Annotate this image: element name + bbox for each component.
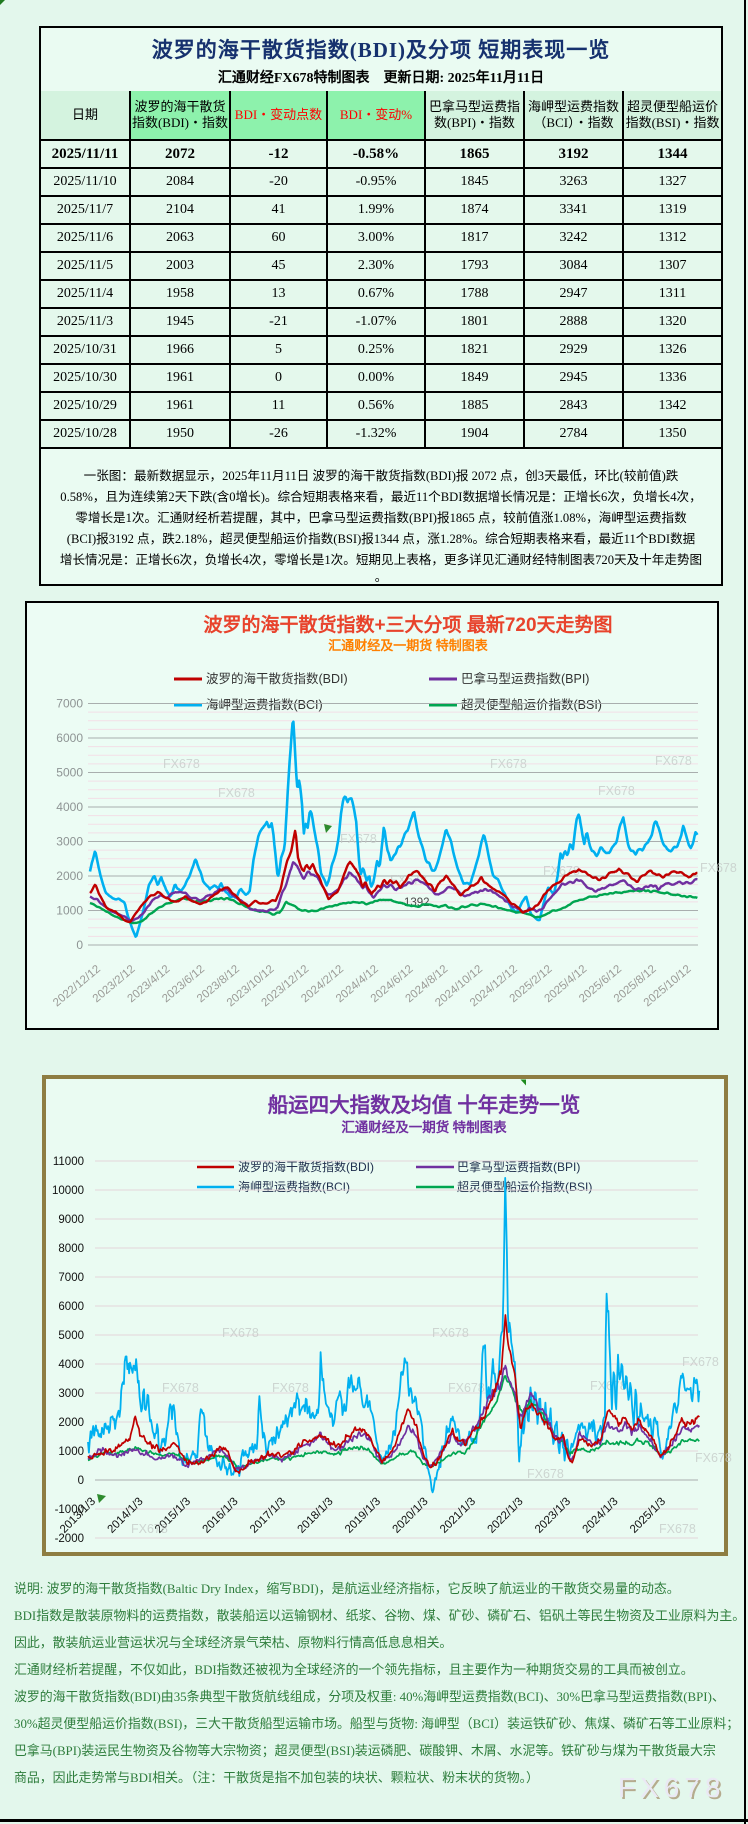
svg-text:FX678: FX678 <box>448 1381 485 1395</box>
svg-text:FX678: FX678 <box>432 1326 469 1340</box>
svg-text:-2000: -2000 <box>55 1533 84 1545</box>
svg-text:FX678: FX678 <box>390 873 427 887</box>
svg-text:FX678: FX678 <box>272 1381 309 1395</box>
svg-text:2022/1/3: 2022/1/3 <box>485 1496 525 1536</box>
svg-text:FX678: FX678 <box>490 757 527 771</box>
svg-text:8000: 8000 <box>58 1243 84 1255</box>
svg-text:FX678: FX678 <box>682 1355 719 1369</box>
svg-text:7000: 7000 <box>56 697 83 711</box>
svg-text:2000: 2000 <box>56 869 83 883</box>
svg-text:6000: 6000 <box>58 1301 84 1313</box>
svg-text:2020/1/3: 2020/1/3 <box>390 1496 430 1536</box>
svg-text:FX678: FX678 <box>527 1467 564 1481</box>
svg-text:FX678: FX678 <box>543 864 580 878</box>
svg-text:2024/1/3: 2024/1/3 <box>580 1496 620 1536</box>
svg-text:0: 0 <box>76 938 83 952</box>
svg-text:2023/1/3: 2023/1/3 <box>533 1496 573 1536</box>
svg-text:3000: 3000 <box>56 835 83 849</box>
svg-text:11000: 11000 <box>53 1156 84 1168</box>
svg-text:巴拿马型运费指数(BPI): 巴拿马型运费指数(BPI) <box>457 1159 580 1174</box>
svg-text:FX678: FX678 <box>695 1451 732 1465</box>
svg-text:波罗的海干散货指数(BDI): 波罗的海干散货指数(BDI) <box>206 671 348 686</box>
svg-text:4000: 4000 <box>56 800 83 814</box>
svg-text:汇通财经及一期货 特制图表: 汇通财经及一期货 特制图表 <box>341 1119 507 1135</box>
svg-text:2016/1/3: 2016/1/3 <box>200 1496 240 1536</box>
svg-text:3000: 3000 <box>58 1388 84 1400</box>
svg-text:超灵便型船运价指数(BSI): 超灵便型船运价指数(BSI) <box>461 697 602 712</box>
svg-text:5000: 5000 <box>56 766 83 780</box>
svg-text:6000: 6000 <box>56 731 83 745</box>
svg-text:FX678: FX678 <box>659 1522 696 1536</box>
svg-text:FX678: FX678 <box>162 1381 199 1395</box>
svg-text:超灵便型船运价指数(BSI): 超灵便型船运价指数(BSI) <box>457 1179 592 1194</box>
svg-text:FX678: FX678 <box>700 861 737 875</box>
svg-text:船运四大指数及均值 十年走势一览: 船运四大指数及均值 十年走势一览 <box>268 1093 581 1117</box>
svg-text:波罗的海干散货指数(BDI): 波罗的海干散货指数(BDI) <box>238 1159 374 1174</box>
svg-text:1000: 1000 <box>56 904 83 918</box>
svg-text:FX678: FX678 <box>655 754 692 768</box>
svg-text:2000: 2000 <box>58 1417 84 1429</box>
svg-text:2017/1/3: 2017/1/3 <box>248 1496 288 1536</box>
svg-text:2018/1/3: 2018/1/3 <box>295 1496 335 1536</box>
svg-text:FX678: FX678 <box>590 1379 627 1393</box>
svg-text:海岬型运费指数(BCI): 海岬型运费指数(BCI) <box>206 697 323 712</box>
svg-text:FX678: FX678 <box>163 757 200 771</box>
svg-text:2019/1/3: 2019/1/3 <box>343 1496 383 1536</box>
svg-text:4000: 4000 <box>58 1359 84 1371</box>
svg-text:9000: 9000 <box>58 1214 84 1226</box>
svg-text:汇通财经及一期货 特制图表: 汇通财经及一期货 特制图表 <box>328 638 489 653</box>
svg-text:FX678: FX678 <box>131 1522 168 1536</box>
svg-text:5000: 5000 <box>58 1330 84 1342</box>
svg-text:0: 0 <box>78 1475 84 1487</box>
svg-text:FX678: FX678 <box>222 1326 259 1340</box>
svg-text:1000: 1000 <box>58 1446 84 1458</box>
svg-text:海岬型运费指数(BCI): 海岬型运费指数(BCI) <box>238 1179 350 1194</box>
svg-text:巴拿马型运费指数(BPI): 巴拿马型运费指数(BPI) <box>461 671 589 686</box>
svg-text:FX678: FX678 <box>218 786 255 800</box>
svg-text:-1000: -1000 <box>55 1504 84 1516</box>
svg-text:FX678: FX678 <box>598 784 635 798</box>
svg-text:7000: 7000 <box>58 1272 84 1284</box>
svg-text:10000: 10000 <box>52 1185 84 1197</box>
svg-text:2021/1/3: 2021/1/3 <box>438 1496 478 1536</box>
svg-text:波罗的海干散货指数+三大分项 最新720天走势图: 波罗的海干散货指数+三大分项 最新720天走势图 <box>203 613 612 636</box>
